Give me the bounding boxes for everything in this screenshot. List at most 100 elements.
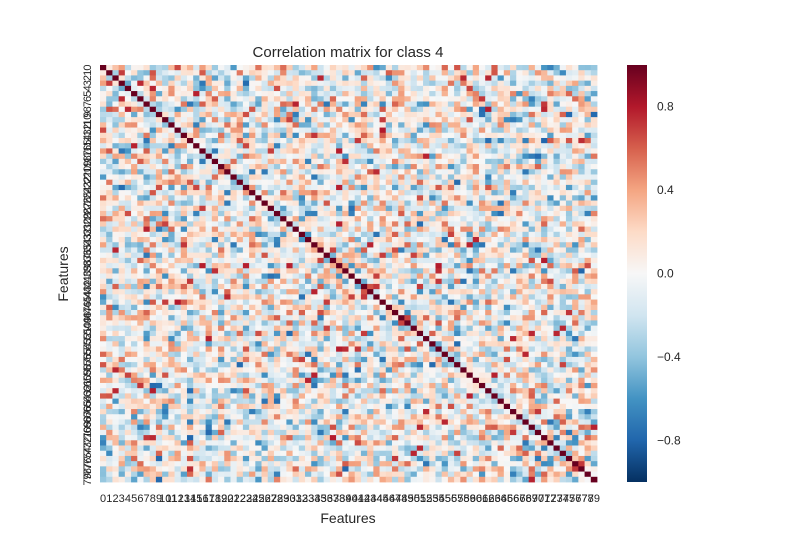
heatmap-cell xyxy=(516,346,523,353)
heatmap-cell xyxy=(199,106,207,113)
heatmap-cell xyxy=(211,226,219,233)
heatmap-cell xyxy=(174,346,182,353)
heatmap-cell xyxy=(236,283,244,290)
heatmap-cell xyxy=(398,237,405,243)
heatmap-cell xyxy=(118,91,126,97)
heatmap-cell xyxy=(410,148,418,155)
heatmap-cell xyxy=(466,252,474,259)
heatmap-cell xyxy=(106,351,113,358)
heatmap-cell xyxy=(367,226,374,233)
heatmap-cell xyxy=(342,91,349,97)
heatmap-cell xyxy=(211,341,219,347)
heatmap-cell xyxy=(447,205,455,212)
heatmap-cell xyxy=(329,205,337,212)
heatmap-cell xyxy=(162,294,169,300)
heatmap-cell xyxy=(106,122,113,128)
heatmap-cell xyxy=(249,148,256,155)
heatmap-cell xyxy=(131,299,138,306)
heatmap-cell xyxy=(348,289,356,295)
heatmap-cell xyxy=(565,195,573,201)
heatmap-cell xyxy=(155,372,163,379)
heatmap-cell xyxy=(565,164,573,170)
heatmap-cell xyxy=(510,330,517,337)
heatmap-cell xyxy=(336,263,343,269)
heatmap-cell xyxy=(478,341,486,347)
heatmap-cell xyxy=(305,111,312,118)
heatmap-cell xyxy=(236,330,244,337)
heatmap-cell xyxy=(559,179,567,186)
heatmap-cell xyxy=(162,91,169,97)
heatmap-cell xyxy=(398,356,405,363)
heatmap-cell xyxy=(106,210,113,217)
heatmap-cell xyxy=(503,320,511,327)
heatmap-cell xyxy=(497,330,505,337)
heatmap-cell xyxy=(329,190,337,196)
heatmap-cell xyxy=(491,101,498,108)
heatmap-cell xyxy=(342,273,349,280)
heatmap-cell xyxy=(578,263,585,269)
heatmap-cell xyxy=(379,221,387,227)
heatmap-cell xyxy=(298,231,306,238)
heatmap-cell xyxy=(491,268,498,274)
heatmap-cell xyxy=(336,111,343,118)
heatmap-cell xyxy=(553,377,561,384)
heatmap-cell xyxy=(230,164,238,170)
heatmap-cell xyxy=(112,226,120,233)
heatmap-cell xyxy=(348,117,356,123)
heatmap-cell xyxy=(534,111,542,118)
heatmap-cell xyxy=(211,388,219,394)
heatmap-cell xyxy=(211,101,219,108)
heatmap-cell xyxy=(199,309,207,316)
heatmap-cell xyxy=(230,362,238,368)
heatmap-cell xyxy=(497,96,505,102)
heatmap-cell xyxy=(193,190,200,196)
heatmap-cell xyxy=(174,252,182,259)
heatmap-cell xyxy=(124,382,132,389)
heatmap-cell xyxy=(510,356,517,363)
heatmap-cell xyxy=(137,252,144,259)
heatmap-cell xyxy=(342,278,349,285)
heatmap-cell xyxy=(106,377,113,384)
heatmap-cell xyxy=(286,273,293,280)
heatmap-cell xyxy=(534,289,542,295)
heatmap-cell xyxy=(510,294,517,300)
heatmap-cell xyxy=(143,221,151,227)
heatmap-cell xyxy=(547,320,554,327)
heatmap-cell xyxy=(391,382,399,389)
heatmap-cell xyxy=(342,263,349,269)
heatmap-cell xyxy=(497,237,505,243)
heatmap-cell xyxy=(261,111,269,118)
heatmap-cell xyxy=(298,111,306,118)
heatmap-cell xyxy=(305,117,312,123)
heatmap-cell xyxy=(155,101,163,108)
heatmap-cell xyxy=(249,80,256,87)
heatmap-cell xyxy=(336,80,343,87)
heatmap-cell xyxy=(323,289,331,295)
heatmap-cell xyxy=(199,372,207,379)
heatmap-cell xyxy=(578,289,585,295)
heatmap-cell xyxy=(199,85,207,92)
heatmap-cell xyxy=(578,85,585,92)
heatmap-cell xyxy=(286,367,293,373)
heatmap-cell xyxy=(590,132,598,139)
heatmap-cell xyxy=(249,341,256,347)
heatmap-cell xyxy=(391,283,399,290)
heatmap-cell xyxy=(112,184,120,191)
heatmap-cell xyxy=(572,336,579,342)
heatmap-cell xyxy=(391,200,399,207)
heatmap-cell xyxy=(162,346,169,353)
heatmap-cell xyxy=(329,294,337,300)
heatmap-cell xyxy=(423,268,430,274)
heatmap-cell xyxy=(305,221,312,227)
heatmap-cell xyxy=(112,91,120,97)
heatmap-cell xyxy=(398,137,405,144)
heatmap-cell xyxy=(286,132,293,139)
heatmap-cell xyxy=(572,122,579,128)
heatmap-cell xyxy=(447,179,455,186)
heatmap-cell xyxy=(242,106,250,113)
heatmap-cell xyxy=(100,65,107,71)
heatmap-cell xyxy=(441,195,449,201)
heatmap-cell xyxy=(516,80,523,87)
heatmap-cell xyxy=(193,179,200,186)
heatmap-cell xyxy=(503,85,511,92)
